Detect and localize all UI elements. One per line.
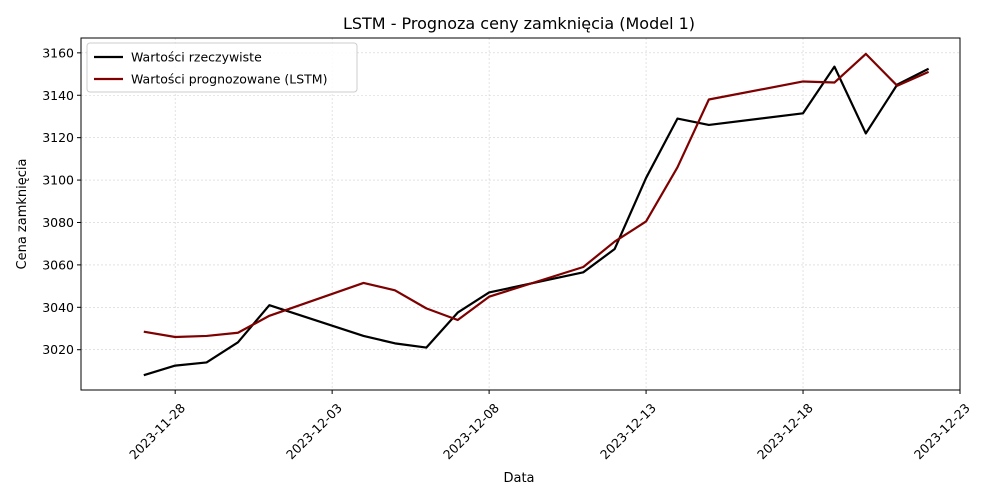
y-tick-label: 3060: [42, 257, 74, 272]
y-tick-label: 3100: [42, 173, 74, 188]
x-tick-label: 2023-12-18: [754, 400, 816, 462]
x-tick-label: 2023-12-08: [440, 400, 502, 462]
legend-label-1: Wartości rzeczywiste: [131, 50, 262, 65]
y-tick-label: 3120: [42, 130, 74, 145]
y-axis-label: Cena zamknięcia: [15, 159, 30, 270]
chart-title: LSTM - Prognoza ceny zamknięcia (Model 1…: [343, 14, 695, 33]
y-tick-label: 3020: [42, 342, 74, 357]
x-tick-label: 2023-12-03: [283, 400, 345, 462]
y-tick-label: 3140: [42, 88, 74, 103]
y-axis: 3020 3040 3060 3080 3100 3120 3140 3160: [42, 45, 81, 357]
legend-label-2: Wartości prognozowane (LSTM): [131, 72, 327, 87]
plot-area: [80, 37, 961, 391]
y-tick-label: 3040: [42, 300, 74, 315]
x-tick-label: 2023-12-13: [597, 400, 659, 462]
y-tick-label: 3080: [42, 215, 74, 230]
legend-frame: [86, 42, 358, 93]
legend: Wartości rzeczywiste Wartości prognozowan…: [86, 42, 358, 93]
series-layer: [143, 52, 930, 377]
x-tick-label: 2023-11-28: [126, 400, 188, 462]
x-axis-label: Data: [503, 471, 534, 486]
y-tick-label: 3160: [42, 45, 74, 60]
series-line-1: [143, 65, 930, 377]
series-line-2: [143, 52, 930, 339]
grid: [81, 38, 961, 390]
x-axis: 2023-11-28 2023-12-03 2023-12-08 2023-12-13…: [126, 390, 973, 462]
x-tick-label: 2023-12-23: [911, 400, 973, 462]
